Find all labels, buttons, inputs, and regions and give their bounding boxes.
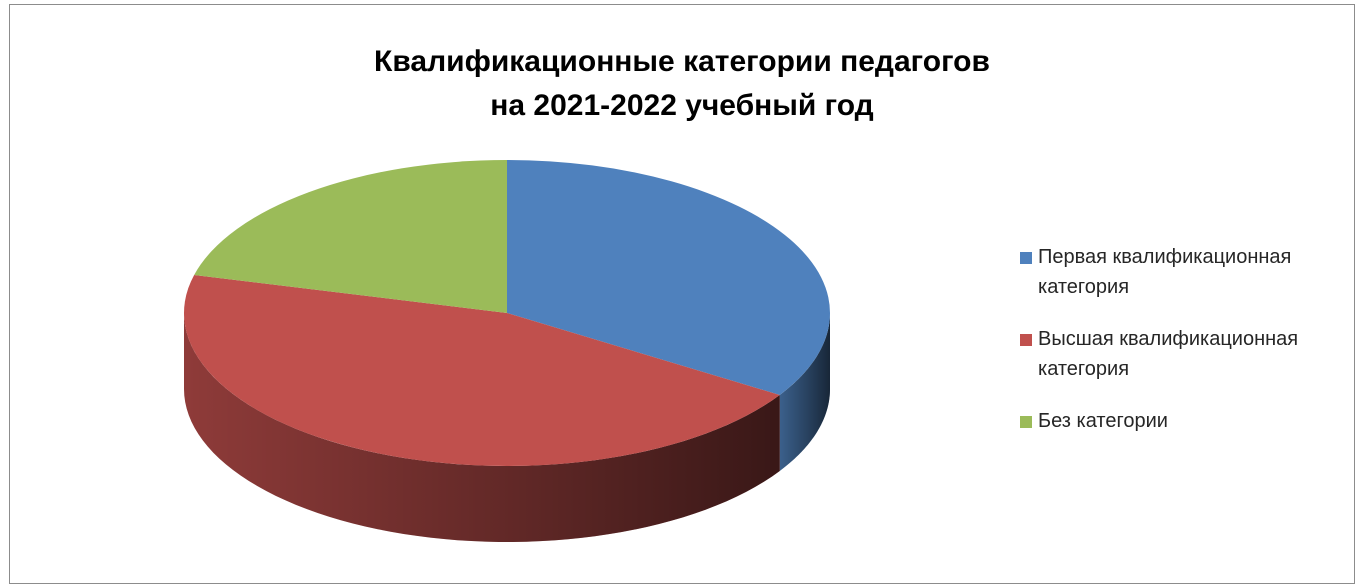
legend-label: Первая квалификационная (1038, 246, 1292, 268)
legend-label: категория (1038, 358, 1130, 380)
pie-tops (184, 160, 831, 466)
legend-item-highest-category: Высшая квалификационная категория (1020, 324, 1350, 384)
chart-title-line-2: на 2021-2022 учебный год (490, 89, 874, 122)
chart-title: Квалификационные категории педагогов на … (150, 40, 1214, 128)
pie-slice-highest-category-side-shade (184, 313, 780, 542)
pie-sides (184, 313, 830, 542)
chart-title-line-1: Квалификационные категории педагогов (374, 45, 990, 78)
legend-item-no-category: Без категории (1020, 406, 1350, 436)
pie-slice-first-category-side-shade (779, 313, 830, 471)
legend-swatch (1020, 334, 1032, 346)
legend-label: Высшая квалификационная (1038, 328, 1299, 350)
legend-label: категория (1038, 276, 1130, 298)
legend: Первая квалификационная категория Высшая… (1020, 242, 1350, 458)
pie-slice-no-category (194, 160, 507, 313)
legend-swatch (1020, 416, 1032, 428)
legend-item-first-category: Первая квалификационная категория (1020, 242, 1350, 302)
pie-chart (184, 160, 831, 542)
legend-swatch (1020, 252, 1032, 264)
pie-slice-first-category (507, 160, 831, 395)
legend-label: Без категории (1038, 410, 1168, 432)
pie-slice-highest-category (184, 274, 780, 466)
